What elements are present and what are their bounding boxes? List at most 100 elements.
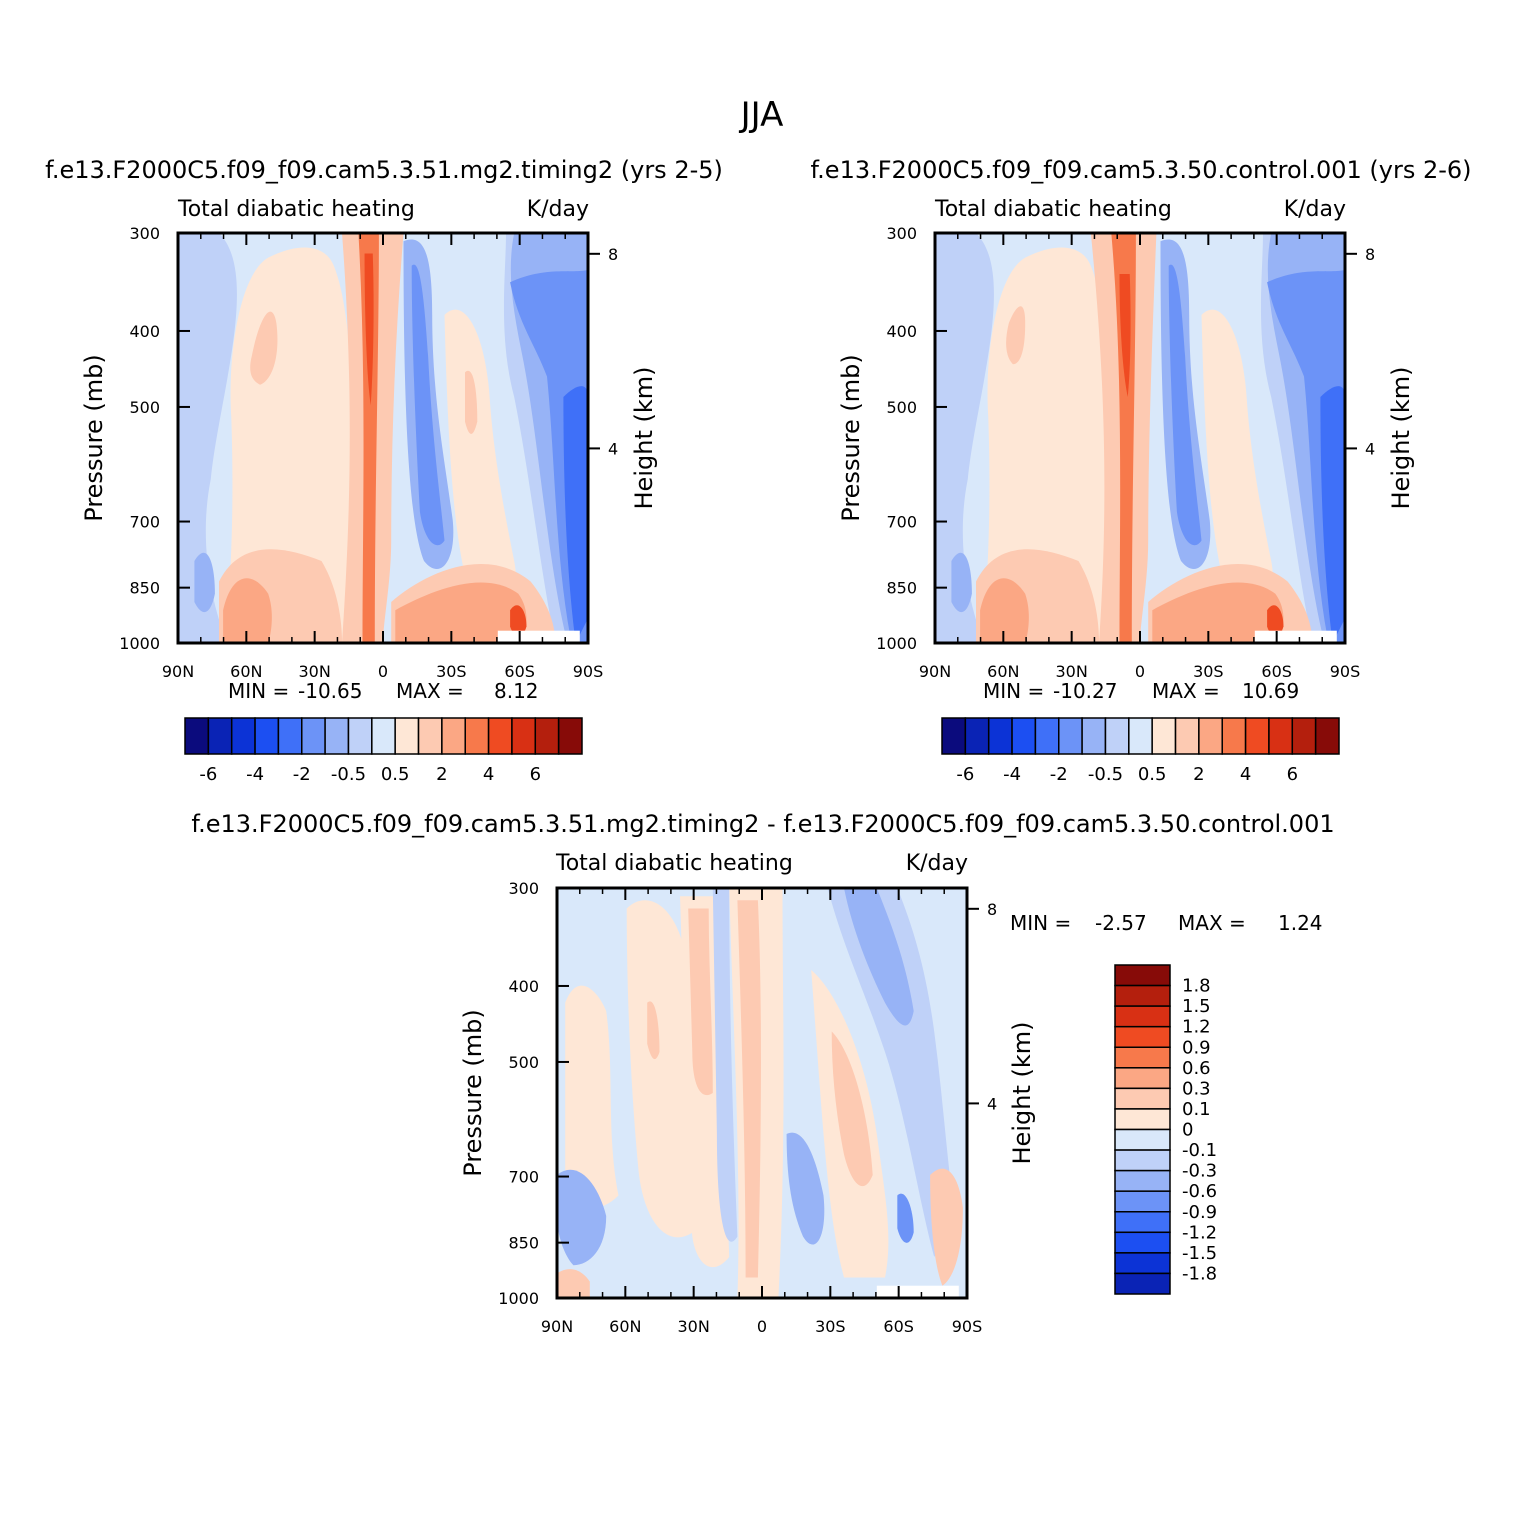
panel-2-y2-tick-label: 8: [1365, 245, 1375, 264]
panel-2-colorbar-label: -2: [1050, 764, 1068, 785]
panel-3-contour-positive-south-core: [831, 1031, 873, 1187]
panel-3-x-tick-label: 90S: [952, 1317, 983, 1336]
panel-2-y-tick-label: 700: [886, 513, 917, 532]
panel-3-colorbar-label: -0.6: [1182, 1181, 1217, 1202]
panel-3-x-tick-label: 0: [757, 1317, 767, 1336]
panel-1-colorbar-box: [184, 717, 210, 755]
panel-1-colorbar-box: [277, 717, 303, 755]
panel-2-colorbar-box: [1268, 717, 1294, 755]
panel-1-colorbar-label: -2: [293, 764, 311, 785]
panel-1-x-tick-label: 30S: [436, 662, 467, 681]
panel-1-min-label: MIN =: [228, 679, 289, 703]
panel-2-plot-area: 90N 60N 30N 0 30S 60S 90S 300 400 500 700 850 1000 8 4: [876, 224, 1375, 681]
panel-2-x-tick-label: 60N: [987, 662, 1019, 681]
panel-2-contour-positive-north-core: [1006, 306, 1026, 365]
panel-3-x-tick-label: 60N: [609, 1317, 641, 1336]
panel-3-colorbar-box: [1114, 1190, 1171, 1213]
panel-2-colorbar-label: -0.5: [1088, 764, 1123, 785]
panel-2-axes: 90N 60N 30N 0 30S 60S 90S 300 400 500 700 850 1000 8 4: [876, 224, 1375, 681]
panel-1-case-title: f.e13.F2000C5.f09_f09.cam5.3.51.mg2.timi…: [45, 156, 723, 184]
panel-1-colorbar-box: [230, 717, 256, 755]
panel-2-colorbar-box: [941, 717, 967, 755]
panel-1-y-tick-label: 1000: [119, 634, 160, 653]
panel-3-y-tick-label: 850: [508, 1234, 539, 1253]
panel-3-colorbar-box: [1114, 1149, 1171, 1172]
panel-3-colorbar-box: [1114, 1005, 1171, 1028]
panel-1-x-tick-label: 0: [378, 662, 388, 681]
panel-1-contour-equator-peak: [364, 253, 374, 406]
panel-2-y2-tick-label: 4: [1365, 439, 1375, 458]
panel-2-colorbar-label: -4: [1003, 764, 1021, 785]
panel-2-min-value: -10.27: [1053, 679, 1117, 703]
panel-2-x-tick-label: 90N: [919, 662, 951, 681]
panel-2-contour-deep-negative-south: [1320, 386, 1345, 643]
panel-1-contour-positive-south: [444, 309, 516, 611]
panel-3-colorbar-label: -1.2: [1182, 1222, 1217, 1243]
panel-3-contour-lower-negative-north: [557, 1169, 607, 1266]
panel-2-max-label: MAX =: [1152, 679, 1220, 703]
panel-3-colorbar-label: 1.2: [1182, 1017, 1211, 1038]
panel-2-y-tick-label: 400: [886, 322, 917, 341]
panel-2-y-tick-label: 850: [886, 579, 917, 598]
panel-2-colorbar-box: [1174, 717, 1200, 755]
panel-3: f.e13.F2000C5.f09_f09.cam5.3.51.mg2.timi…: [191, 810, 1334, 1336]
panel-3-colorbar-label: 0.3: [1182, 1078, 1211, 1099]
panel-3-colorbar-box: [1114, 964, 1171, 987]
panel-2-missing-data: [1254, 630, 1337, 643]
panel-2-colorbar-box: [987, 717, 1013, 755]
panel-2-contour-lower-positive-south-peak: [1267, 605, 1284, 636]
panel-3-contour-negative-south: [827, 888, 955, 1257]
panel-3-y2label: Height (km): [1008, 1022, 1036, 1165]
panel-2-heatmap: [935, 233, 1345, 643]
panel-1-colorbar-box: [417, 717, 443, 755]
panel-3-colorbar-box: [1114, 1128, 1171, 1151]
panel-3-colorbar-box: [1114, 1252, 1171, 1275]
panel-1-colorbar-box: [207, 717, 233, 755]
panel-2-colorbar-label: 6: [1287, 764, 1298, 785]
panel-2-contour-negative-tropics-core: [1168, 264, 1202, 546]
panel-1-ylabel: Pressure (mb): [80, 354, 108, 521]
panel-3-x-tick-label: 30N: [678, 1317, 710, 1336]
panel-2-case-title: f.e13.F2000C5.f09_f09.cam5.3.50.control.…: [810, 156, 1471, 184]
panel-3-colorbar-label: -0.3: [1182, 1161, 1217, 1182]
panel-2-y2label: Height (km): [1387, 367, 1415, 510]
panel-3-colorbar-box: [1114, 984, 1171, 1007]
panel-3-y-tick-label: 1000: [498, 1289, 539, 1308]
panel-3-contour-equator-core: [737, 900, 761, 1278]
panel-3-contour-lower-positive-south: [930, 1168, 963, 1286]
panel-3-colorbar-label: 0.1: [1182, 1099, 1211, 1120]
panel-2-variable-label: Total diabatic heating: [934, 197, 1172, 222]
panel-3-y-tick-label: 700: [508, 1168, 539, 1187]
panel-3-y-tick-label: 300: [508, 879, 539, 898]
panel-2-colorbar-label: -6: [956, 764, 974, 785]
panel-2-x-tick-label: 90S: [1330, 662, 1361, 681]
panel-2-ylabel: Pressure (mb): [837, 354, 865, 521]
panel-3-colorbar-box: [1114, 1231, 1171, 1254]
panel-2-max-value: 10.69: [1242, 679, 1299, 703]
panel-2-colorbar-box: [1128, 717, 1153, 755]
panel-2-y-tick-label: 1000: [876, 634, 917, 653]
panel-1-y2-tick-label: 4: [608, 439, 618, 458]
panel-1-x-tick-label: 90N: [162, 662, 194, 681]
panel-2-x-tick-label: 30N: [1056, 662, 1088, 681]
panel-1-max-label: MAX =: [396, 679, 464, 703]
panel-3-colorbar-label: 0.6: [1182, 1058, 1211, 1079]
panel-3-contour-negative-south-core: [844, 888, 914, 1026]
panel-1-y-tick-label: 500: [129, 398, 160, 417]
panel-2-min-label: MIN =: [983, 679, 1044, 703]
panel-2-colorbar-label: 2: [1193, 764, 1204, 785]
panel-1-contour-deep-negative-south: [563, 386, 588, 643]
panel-3-colorbar-box: [1114, 1108, 1171, 1131]
panel-3-colorbar-label: -0.9: [1182, 1202, 1217, 1223]
panel-1-heatmap: [178, 233, 588, 643]
panel-1-colorbar-box: [441, 717, 466, 755]
panel-1-colorbar-box: [254, 717, 280, 755]
panel-3-colorbar-box: [1114, 1272, 1171, 1295]
panel-2-colorbar-box: [1104, 717, 1130, 755]
panel-2-colorbar-box: [964, 717, 990, 755]
panel-1-y2label: Height (km): [630, 367, 658, 510]
panel-1-colorbar-box: [464, 717, 490, 755]
panel-1-colorbar-box: [324, 717, 350, 755]
panel-1-x-tick-label: 30N: [299, 662, 331, 681]
